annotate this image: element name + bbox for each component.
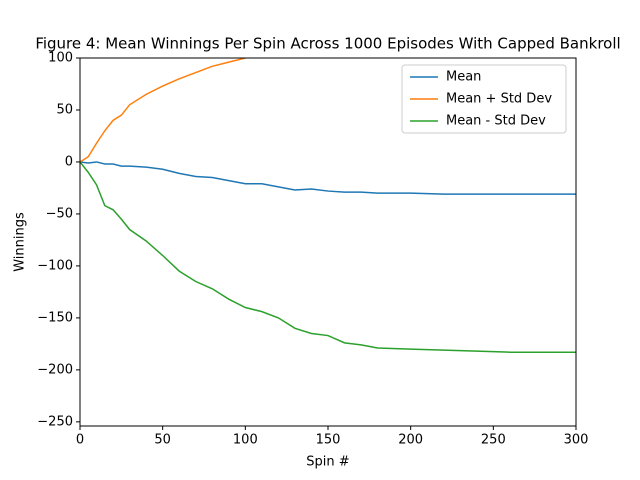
y-tick-label: −150 <box>37 310 73 325</box>
x-tick-label: 50 <box>154 433 171 448</box>
y-tick-label: −50 <box>46 206 73 221</box>
legend-label: Mean + Std Dev <box>446 92 552 107</box>
series-line <box>80 161 576 353</box>
y-tick-label: −250 <box>37 414 73 429</box>
x-tick-label: 250 <box>481 433 506 448</box>
y-tick-label: −200 <box>37 362 73 377</box>
x-tick-label: 0 <box>76 433 84 448</box>
x-tick-label: 150 <box>316 433 341 448</box>
y-tick-label: 0 <box>65 154 73 169</box>
y-axis-label: Winnings <box>13 212 28 272</box>
y-tick-label: 100 <box>48 51 73 66</box>
legend-label: Mean <box>446 70 481 85</box>
x-tick-label: 200 <box>398 433 423 448</box>
x-axis-label: Spin # <box>306 455 349 470</box>
plot-area <box>80 58 576 353</box>
series-line <box>80 58 246 163</box>
legend-box <box>401 64 567 134</box>
y-tick-label: 50 <box>56 102 73 117</box>
y-tick-label: −100 <box>37 258 73 273</box>
chart-title: Figure 4: Mean Winnings Per Spin Across … <box>35 35 620 53</box>
legend-label: Mean - Std Dev <box>446 114 546 129</box>
x-tick-label: 100 <box>233 433 258 448</box>
x-tick-label: 300 <box>564 433 589 448</box>
series-line <box>80 161 576 195</box>
